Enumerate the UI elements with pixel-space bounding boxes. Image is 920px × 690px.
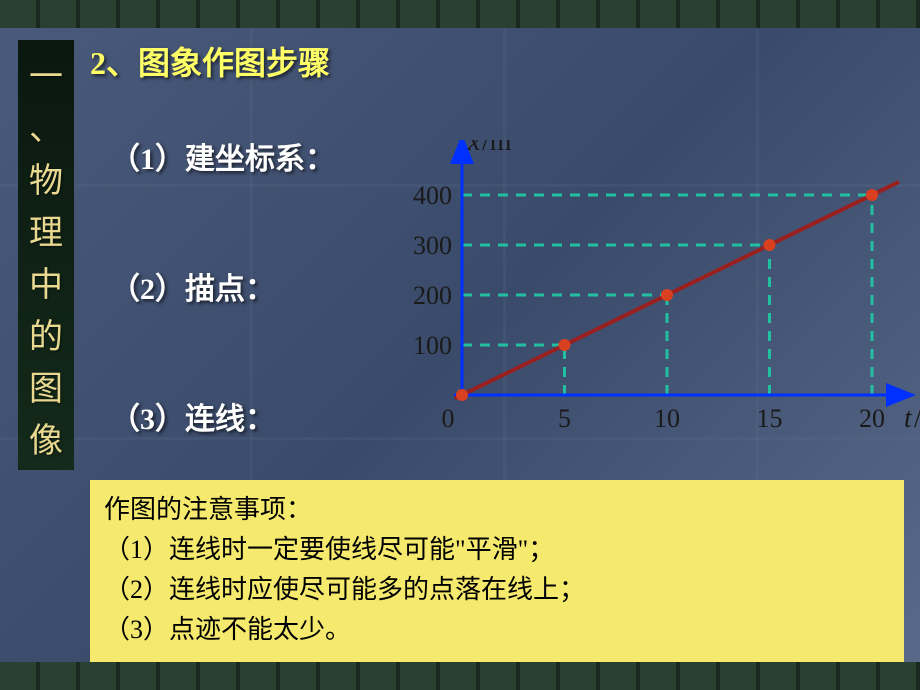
brick-top-border: [0, 0, 920, 28]
svg-text:300: 300: [413, 231, 452, 260]
sidebar-char: 图: [29, 364, 63, 416]
sidebar-char: 的: [29, 312, 63, 364]
notes-box: 作图的注意事项： （1）连线时一定要使线尽可能"平滑"； （2）连线时应使尽可能…: [90, 480, 904, 664]
svg-text:/s: /s: [914, 403, 920, 434]
svg-text:10: 10: [654, 404, 680, 433]
svg-text:100: 100: [413, 331, 452, 360]
sidebar-char: 、: [29, 104, 63, 156]
sidebar-char: 物: [29, 156, 63, 208]
sidebar-vertical-title: 一 、 物 理 中 的 图 像: [18, 40, 74, 470]
brick-bottom-border: [0, 662, 920, 690]
svg-text:0: 0: [442, 404, 455, 433]
svg-text:5: 5: [558, 404, 571, 433]
slide-title: 2、图象作图步骤: [90, 38, 900, 84]
chart-svg: 10020030040051015200x/mt/s: [402, 140, 920, 440]
sidebar-char: 中: [29, 260, 63, 312]
notes-item-1: （1）连线时一定要使线尽可能"平滑"；: [104, 530, 890, 570]
position-time-chart: 10020030040051015200x/mt/s: [402, 140, 912, 435]
svg-text:x: x: [467, 140, 481, 157]
svg-text:15: 15: [757, 404, 783, 433]
sidebar-char: 理: [29, 208, 63, 260]
svg-text:20: 20: [859, 404, 885, 433]
sidebar-char: 一: [29, 52, 63, 104]
notes-item-2: （2）连线时应使尽可能多的点落在线上；: [104, 570, 890, 610]
notes-heading: 作图的注意事项：: [104, 490, 890, 530]
svg-text:t: t: [904, 403, 913, 434]
svg-text:200: 200: [413, 281, 452, 310]
sidebar-char: 像: [29, 416, 63, 468]
svg-text:/m: /m: [482, 140, 512, 157]
svg-text:400: 400: [413, 181, 452, 210]
notes-item-3: （3）点迹不能太少。: [104, 610, 890, 650]
